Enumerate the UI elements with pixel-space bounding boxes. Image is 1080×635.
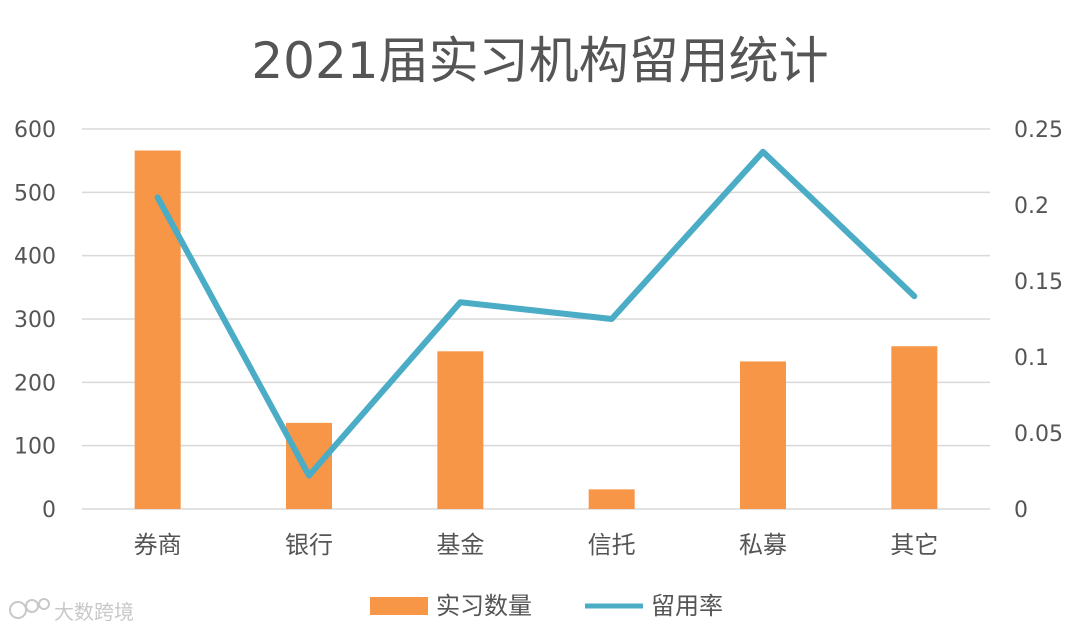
line-series (154, 148, 918, 479)
bar-0 (134, 150, 181, 510)
left-axis-tick-label: 400 (14, 245, 56, 270)
left-axis-ticks: 0 100 200 300 400 500 600 (14, 118, 56, 523)
left-axis-tick-label: 300 (14, 308, 56, 333)
watermark-logo-icon (9, 598, 50, 619)
left-axis-tick-label: 200 (14, 371, 56, 396)
right-axis-tick-label: 0.1 (1014, 346, 1049, 371)
category-label: 基金 (436, 531, 484, 559)
gridlines (82, 128, 990, 510)
rate-point-3 (611, 318, 613, 320)
left-axis-tick-label: 600 (14, 118, 56, 143)
watermark-text: 大数跨境 (54, 600, 134, 624)
right-axis-tick-label: 0.2 (1014, 194, 1049, 219)
legend: 实习数量 留用率 (370, 592, 723, 620)
right-axis-tick-label: 0.05 (1014, 422, 1063, 447)
rate-point-5 (913, 295, 915, 297)
bar-series (134, 150, 938, 510)
rate-point-2 (459, 301, 461, 303)
legend-label-line: 留用率 (651, 592, 723, 620)
right-axis-tick-label: 0.15 (1014, 270, 1063, 295)
chart-title: 2021届实习机构留用统计 (251, 32, 828, 90)
legend-swatch-bar (370, 597, 428, 615)
right-axis-tick-label: 0 (1014, 498, 1028, 523)
left-axis-tick-label: 500 (14, 181, 56, 206)
left-axis-tick-label: 100 (14, 435, 56, 460)
rate-point-1 (308, 475, 310, 477)
category-labels: 券商 银行 基金 信托 私募 其它 (134, 531, 939, 559)
category-label: 银行 (285, 531, 333, 559)
category-label: 券商 (134, 531, 182, 559)
watermark: 大数跨境 (9, 598, 134, 624)
bar-2 (437, 351, 484, 509)
rate-point-0 (157, 196, 159, 198)
right-axis-ticks: 0 0.05 0.1 0.15 0.2 0.25 (1014, 118, 1063, 523)
bar-4 (740, 361, 786, 509)
category-label: 信托 (588, 531, 636, 559)
legend-label-bar: 实习数量 (436, 592, 532, 620)
category-label: 私募 (739, 531, 787, 559)
left-axis-tick-label: 0 (42, 498, 56, 523)
rate-line (154, 148, 918, 479)
bar-3 (588, 489, 635, 509)
bar-5 (891, 346, 938, 509)
rate-point-4 (762, 151, 764, 153)
right-axis-tick-label: 0.25 (1014, 118, 1063, 143)
bar-1 (286, 422, 332, 509)
category-label: 其它 (890, 531, 938, 559)
